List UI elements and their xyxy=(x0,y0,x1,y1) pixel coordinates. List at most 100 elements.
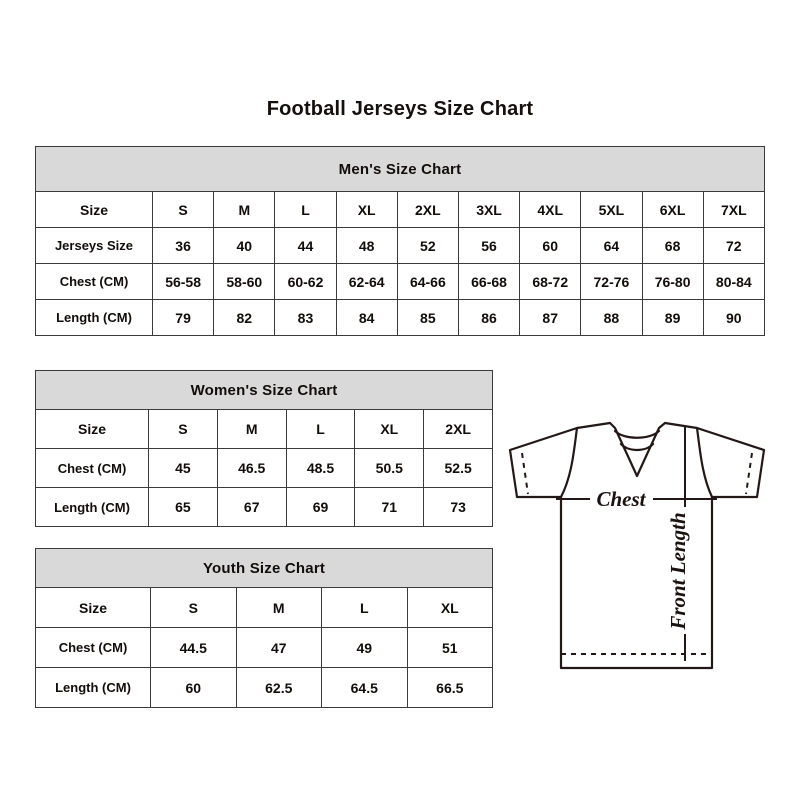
table-cell: 67 xyxy=(216,487,287,527)
table-cell: 52 xyxy=(396,227,459,264)
row-label: Jerseys Size xyxy=(35,227,153,264)
right-sleeve-seam xyxy=(695,426,714,499)
table-cell: 68-72 xyxy=(519,263,582,300)
mens-size-table: Men's Size Chart Size S M L XL 2XL 3XL 4… xyxy=(35,146,765,336)
table-cell: L xyxy=(285,409,356,449)
table-cell: 56-58 xyxy=(151,263,215,300)
right-cuff-stitch-dashed xyxy=(745,452,753,495)
table-row: Chest (CM) 45 46.5 48.5 50.5 52.5 xyxy=(35,448,494,488)
chest-label: Chest xyxy=(596,487,646,511)
table-cell: 72 xyxy=(702,227,765,264)
table-row: Length (CM) 65 67 69 71 73 xyxy=(35,487,494,527)
youth-size-table: Youth Size Chart Size S M L XL Chest (CM… xyxy=(34,548,494,708)
table-cell: 62-64 xyxy=(335,263,398,300)
page-title: Football Jerseys Size Chart xyxy=(266,98,534,120)
row-label: Size xyxy=(35,191,153,228)
table-cell: 4XL xyxy=(519,191,582,228)
table-cell: L xyxy=(321,587,408,628)
row-label: Length (CM) xyxy=(35,299,153,336)
row-label: Length (CM) xyxy=(35,487,149,527)
table-cell: 2XL xyxy=(396,191,459,228)
table-cell: 60-62 xyxy=(274,263,337,300)
table-cell: L xyxy=(274,191,337,228)
row-label: Length (CM) xyxy=(35,667,151,708)
table-cell: 56 xyxy=(457,227,521,264)
table-cell: 82 xyxy=(213,299,276,336)
row-label: Chest (CM) xyxy=(35,448,149,488)
table-cell: 64 xyxy=(580,227,643,264)
left-sleeve-seam xyxy=(559,426,579,499)
table-cell: 60 xyxy=(150,667,237,708)
table-cell: 90 xyxy=(702,299,765,336)
table-cell: 66.5 xyxy=(406,667,494,708)
table-cell: 89 xyxy=(641,299,704,336)
vneck-inner-line-2 xyxy=(619,442,655,452)
table-cell: 52.5 xyxy=(423,448,494,488)
table-cell: 72-76 xyxy=(580,263,643,300)
womens-banner-title: Women's Size Chart xyxy=(34,370,494,410)
table-cell: 5XL xyxy=(580,191,643,228)
table-row: Jerseys Size 36 40 44 48 52 56 60 64 68 … xyxy=(35,227,765,264)
table-cell: 3XL xyxy=(457,191,521,228)
left-cuff-stitch-dashed xyxy=(521,452,529,495)
table-row: Size S M L XL xyxy=(35,587,494,628)
table-cell: XL xyxy=(354,409,425,449)
table-cell: 51 xyxy=(406,627,494,668)
table-cell: 45 xyxy=(148,448,218,488)
table-cell: 71 xyxy=(354,487,425,527)
mens-banner-title: Men's Size Chart xyxy=(35,146,765,192)
table-row: Chest (CM) 44.5 47 49 51 xyxy=(35,627,494,668)
table-row: Chest (CM) 56-58 58-60 60-62 62-64 64-66… xyxy=(35,263,765,300)
table-cell: 47 xyxy=(235,627,322,668)
table-banner-row: Youth Size Chart xyxy=(34,548,494,588)
table-cell: 64-66 xyxy=(396,263,459,300)
vneck-outer-line xyxy=(608,421,667,478)
table-cell: S xyxy=(148,409,218,449)
table-row: Size S M L XL 2XL 3XL 4XL 5XL 6XL 7XL xyxy=(35,191,765,228)
front-length-label: Front Length xyxy=(666,512,690,630)
youth-banner-title: Youth Size Chart xyxy=(34,548,494,588)
table-cell: 80-84 xyxy=(702,263,765,300)
table-cell: 60 xyxy=(519,227,582,264)
table-cell: M xyxy=(216,409,287,449)
vneck-inner-line-1 xyxy=(613,429,661,439)
table-cell: M xyxy=(235,587,322,628)
table-cell: 7XL xyxy=(702,191,765,228)
table-row: Length (CM) 79 82 83 84 85 86 87 88 89 9… xyxy=(35,299,765,336)
table-cell: 49 xyxy=(321,627,408,668)
table-cell: 44.5 xyxy=(150,627,237,668)
table-cell: 64.5 xyxy=(321,667,408,708)
table-cell: 36 xyxy=(151,227,215,264)
table-cell: 44 xyxy=(274,227,337,264)
table-cell: 62.5 xyxy=(235,667,322,708)
table-cell: 73 xyxy=(423,487,494,527)
jersey-outline-svg: Chest Front Length xyxy=(508,421,766,670)
row-label: Chest (CM) xyxy=(35,627,151,668)
table-banner-row: Men's Size Chart xyxy=(35,146,765,192)
table-cell: 86 xyxy=(457,299,521,336)
jersey-measurement-diagram: Chest Front Length xyxy=(498,402,782,692)
table-cell: 79 xyxy=(151,299,215,336)
table-cell: 2XL xyxy=(423,409,494,449)
table-cell: S xyxy=(150,587,237,628)
table-cell: 87 xyxy=(519,299,582,336)
row-label: Size xyxy=(35,587,151,628)
table-row: Length (CM) 60 62.5 64.5 66.5 xyxy=(35,667,494,708)
table-cell: 50.5 xyxy=(354,448,425,488)
row-label: Size xyxy=(35,409,149,449)
table-cell: 66-68 xyxy=(457,263,521,300)
womens-size-table: Women's Size Chart Size S M L XL 2XL Che… xyxy=(34,370,494,527)
table-cell: 68 xyxy=(641,227,704,264)
table-cell: 48 xyxy=(335,227,398,264)
table-cell: 69 xyxy=(285,487,356,527)
row-label: Chest (CM) xyxy=(35,263,153,300)
table-banner-row: Women's Size Chart xyxy=(34,370,494,410)
table-cell: 40 xyxy=(213,227,276,264)
table-cell: 46.5 xyxy=(216,448,287,488)
table-cell: 85 xyxy=(396,299,459,336)
table-cell: XL xyxy=(406,587,494,628)
table-cell: XL xyxy=(335,191,398,228)
table-cell: 65 xyxy=(148,487,218,527)
table-cell: 48.5 xyxy=(285,448,356,488)
table-cell: 84 xyxy=(335,299,398,336)
